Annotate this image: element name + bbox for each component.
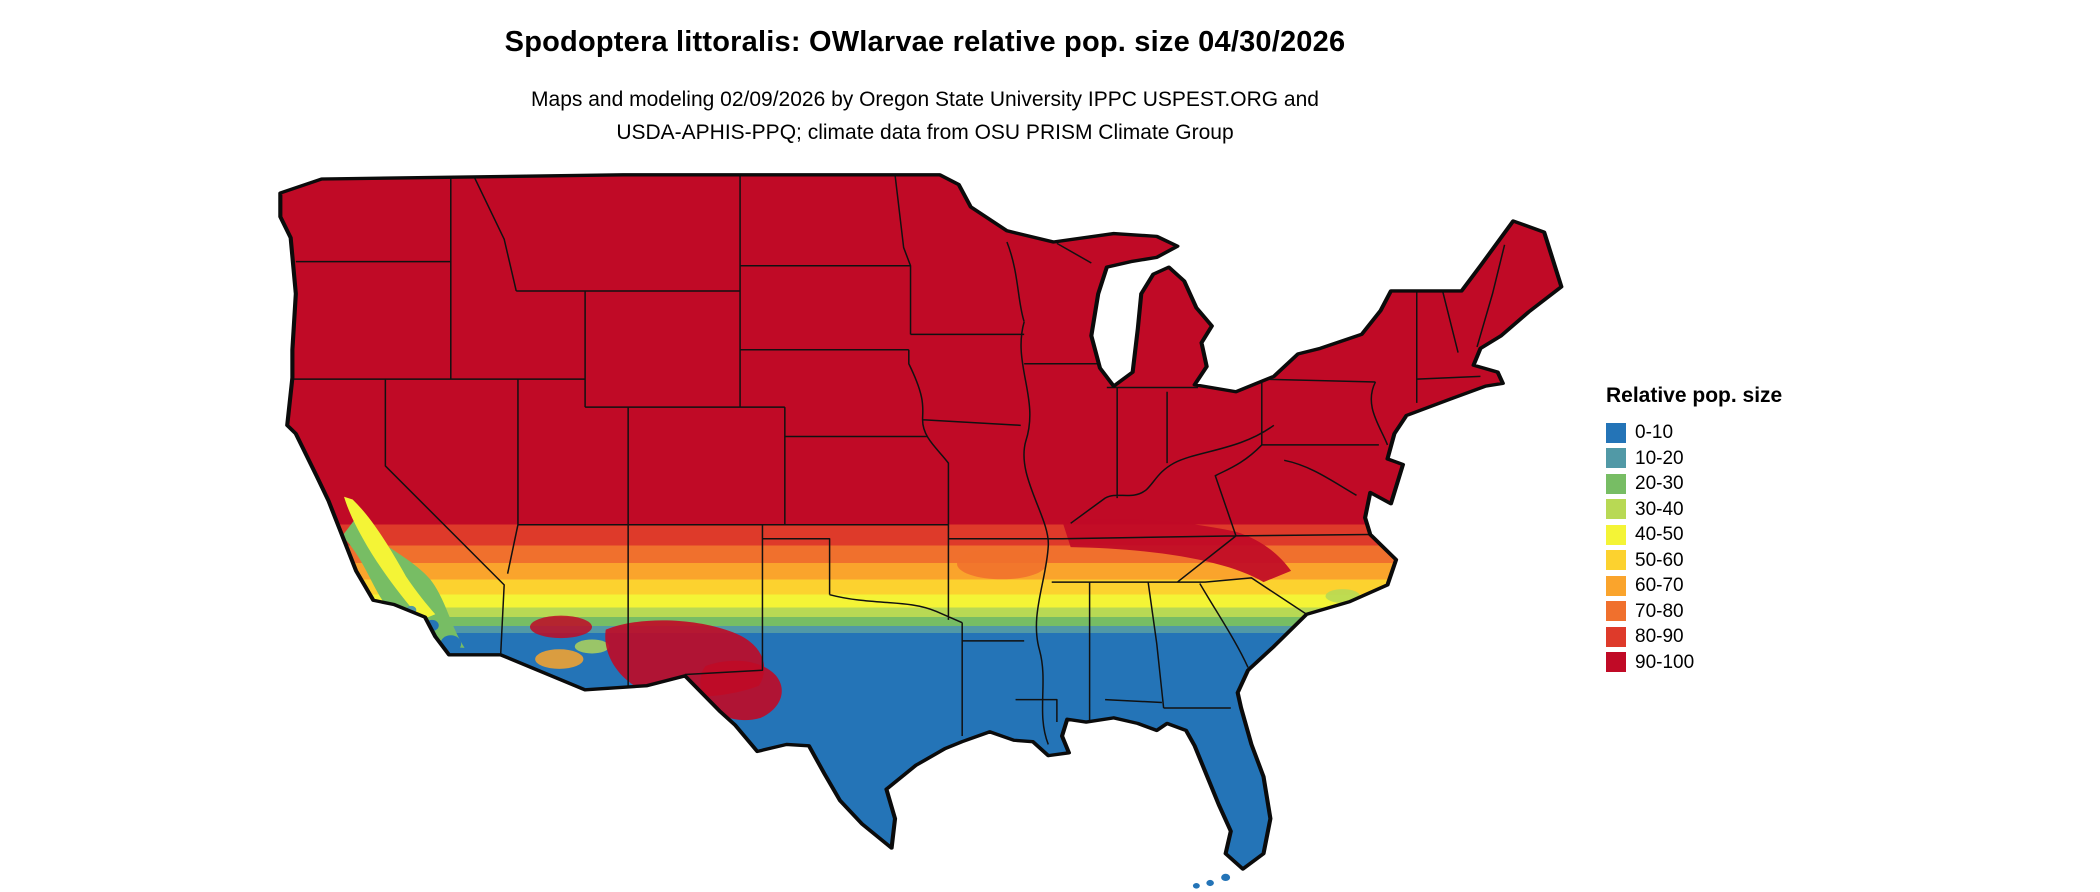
legend: Relative pop. size 0-10 10-20 20-30 30-40 40…: [1606, 384, 1782, 677]
california-valley-patch: [344, 496, 436, 620]
legend-entry: 50-60: [1606, 550, 1782, 571]
legend-entry: 20-30: [1606, 473, 1782, 494]
us-map: [270, 165, 1570, 890]
legend-label: 30-40: [1635, 498, 1684, 520]
legend-entry: 40-50: [1606, 524, 1782, 545]
legend-swatch: [1606, 499, 1626, 519]
tennessee-appalachian-patch: [1062, 518, 1292, 583]
west-texas-highland-patch: [700, 660, 782, 721]
legend-entry: 80-90: [1606, 626, 1782, 647]
legend-entry: 70-80: [1606, 601, 1782, 622]
legend-swatch: [1606, 601, 1626, 621]
subtitle-line-1: Maps and modeling 02/09/2026 by Oregon S…: [531, 88, 1319, 111]
legend-swatch: [1606, 524, 1626, 545]
legend-label: 90-100: [1635, 651, 1695, 673]
legend-entry: 0-10: [1606, 422, 1782, 443]
arizona-band-patch: [535, 649, 584, 669]
legend-swatch: [1606, 422, 1626, 443]
legend-rows: 0-10 10-20 20-30 30-40 40-50 50-60 60-70 70-80 8…: [1606, 422, 1782, 673]
florida-keys: [1192, 873, 1231, 889]
legend-swatch: [1606, 448, 1626, 468]
page-title: Spodoptera littoralis: OWlarvae relative…: [504, 26, 1346, 58]
ozark-patch: [957, 548, 1047, 580]
legend-label: 20-30: [1635, 473, 1684, 494]
legend-swatch: [1606, 575, 1626, 596]
regional-patches: [342, 496, 1360, 721]
subtitle-line-2: USDA-APHIS-PPQ; climate data from OSU PR…: [616, 120, 1234, 144]
legend-swatch: [1606, 550, 1626, 570]
legend-label: 0-10: [1635, 422, 1674, 443]
legend-swatch: [1606, 652, 1626, 672]
arizona-highland-patch: [530, 615, 592, 639]
state-borders: [292, 175, 1504, 745]
arizona-band-patch: [574, 639, 610, 654]
legend-label: 50-60: [1635, 549, 1684, 571]
legend-label: 10-20: [1635, 447, 1684, 469]
legend-title: Relative pop. size: [1606, 384, 1783, 407]
legend-label: 60-70: [1635, 575, 1684, 596]
legend-label: 80-90: [1635, 626, 1684, 647]
legend-swatch: [1606, 473, 1626, 494]
legend-entry: 30-40: [1606, 499, 1782, 520]
legend-label: 40-50: [1635, 524, 1684, 545]
legend-entry: 90-100: [1606, 652, 1782, 673]
us-map-svg: [270, 165, 1570, 889]
landmass-fill: [280, 174, 1562, 870]
legend-entry: 60-70: [1606, 575, 1782, 596]
legend-label: 70-80: [1635, 600, 1684, 622]
page-subtitle: Maps and modeling 02/09/2026 by Oregon S…: [0, 84, 1850, 149]
legend-swatch: [1606, 626, 1626, 647]
legend-entry: 10-20: [1606, 448, 1782, 469]
